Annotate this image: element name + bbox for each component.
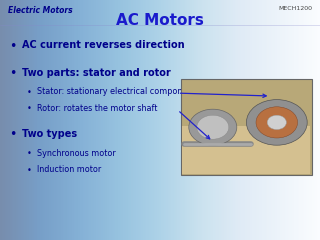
Text: •: • bbox=[27, 166, 32, 175]
Text: Synchronous motor: Synchronous motor bbox=[37, 149, 116, 158]
Text: •: • bbox=[10, 40, 17, 53]
Text: Stator: stationary electrical component: Stator: stationary electrical component bbox=[37, 87, 195, 96]
Text: •: • bbox=[10, 128, 17, 141]
Circle shape bbox=[246, 100, 307, 145]
Text: •: • bbox=[27, 149, 32, 158]
Text: •: • bbox=[27, 88, 32, 96]
Text: AC Motors: AC Motors bbox=[116, 13, 204, 28]
Circle shape bbox=[189, 109, 237, 145]
Text: Rotor: rotates the motor shaft: Rotor: rotates the motor shaft bbox=[37, 104, 157, 113]
Text: MECH1200: MECH1200 bbox=[278, 6, 312, 11]
Bar bbox=[182, 126, 310, 174]
Text: AC current reverses direction: AC current reverses direction bbox=[22, 40, 185, 50]
Text: •: • bbox=[27, 104, 32, 114]
Text: Induction motor: Induction motor bbox=[37, 165, 101, 174]
Circle shape bbox=[256, 107, 298, 138]
Circle shape bbox=[267, 115, 286, 130]
Text: Electric Motors: Electric Motors bbox=[8, 6, 73, 15]
Circle shape bbox=[197, 115, 229, 139]
Text: •: • bbox=[10, 67, 17, 80]
Text: Two parts: stator and rotor: Two parts: stator and rotor bbox=[22, 68, 171, 78]
Bar bbox=[181, 79, 312, 175]
Text: Two types: Two types bbox=[22, 129, 77, 139]
